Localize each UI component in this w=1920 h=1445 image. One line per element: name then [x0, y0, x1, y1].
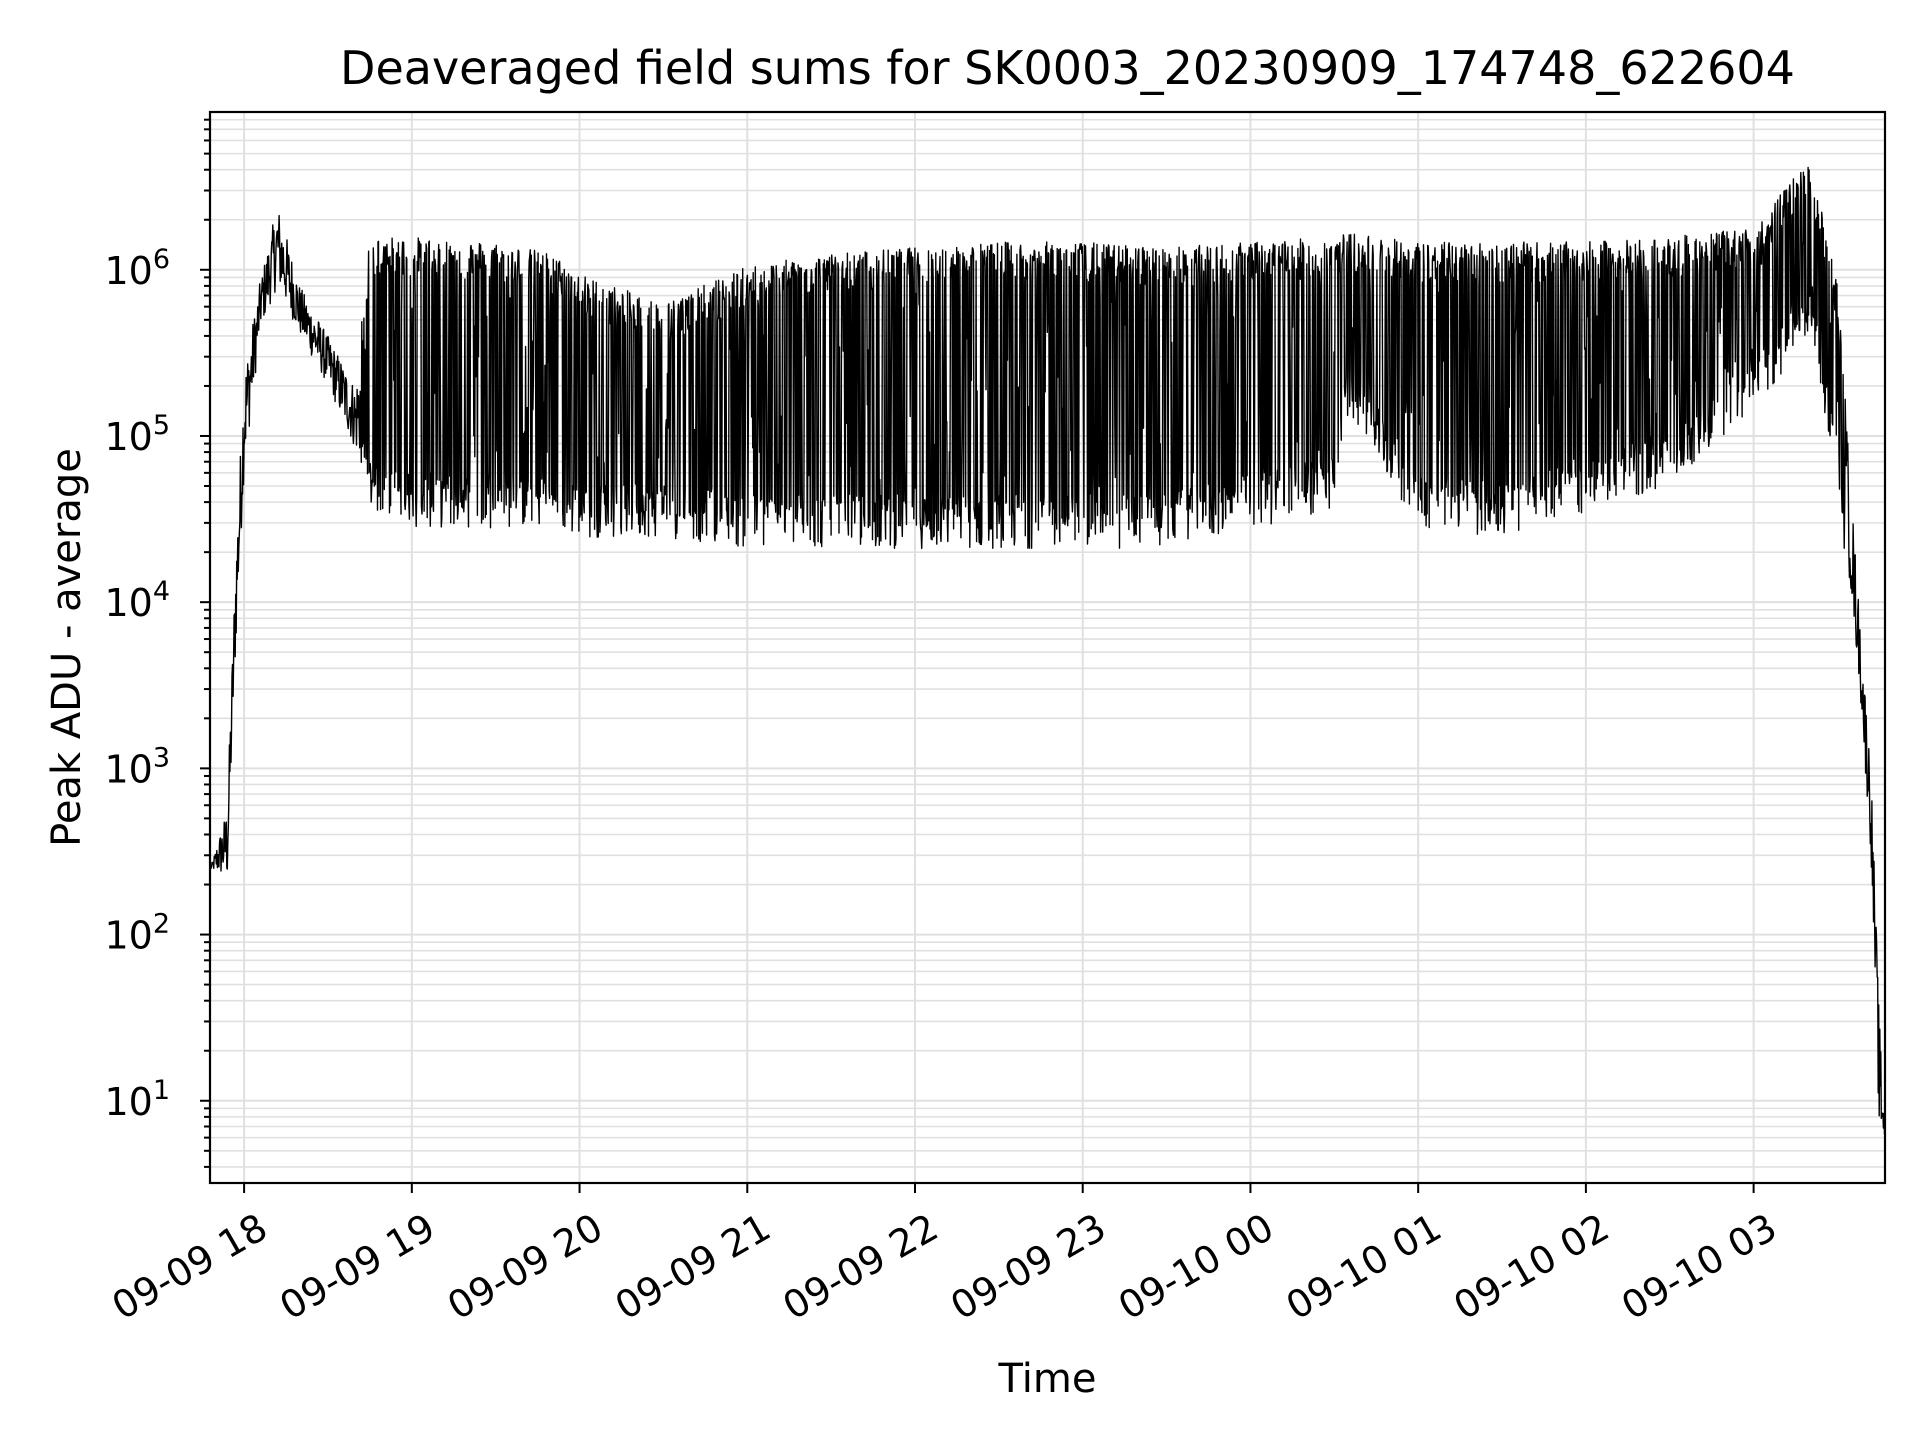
- series-line: [210, 166, 1886, 1135]
- y-tick-exponent: 2: [153, 909, 170, 940]
- y-tick-exponent: 5: [153, 410, 170, 441]
- x-axis-label: Time: [998, 1356, 1097, 1402]
- y-tick-exponent: 3: [153, 742, 170, 773]
- y-axis-label: Peak ADU - average: [44, 448, 90, 847]
- grid-lines: [210, 112, 1885, 1183]
- y-tick-exponent: 4: [153, 576, 170, 607]
- data-line: [210, 166, 1886, 1135]
- y-tick-base: 10: [104, 1080, 152, 1124]
- y-tick-label: 104: [104, 576, 170, 625]
- y-tick-base: 10: [104, 747, 152, 791]
- y-tick-label: 105: [104, 410, 170, 459]
- y-tick-label: 101: [104, 1075, 170, 1124]
- y-tick-label: 103: [104, 742, 170, 791]
- y-tick-exponent: 1: [153, 1075, 170, 1106]
- chart-title: Deaveraged field sums for SK0003_2023090…: [340, 41, 1795, 95]
- y-tick-base: 10: [104, 249, 152, 293]
- axis-ticks: [200, 118, 1755, 1193]
- y-tick-base: 10: [104, 914, 152, 958]
- y-tick-base: 10: [104, 581, 152, 625]
- y-tick-label: 102: [104, 909, 170, 958]
- y-tick-exponent: 6: [153, 244, 170, 275]
- plot-area-frame: [208, 110, 1887, 1185]
- y-tick-base: 10: [104, 415, 152, 459]
- y-tick-label: 106: [104, 244, 170, 293]
